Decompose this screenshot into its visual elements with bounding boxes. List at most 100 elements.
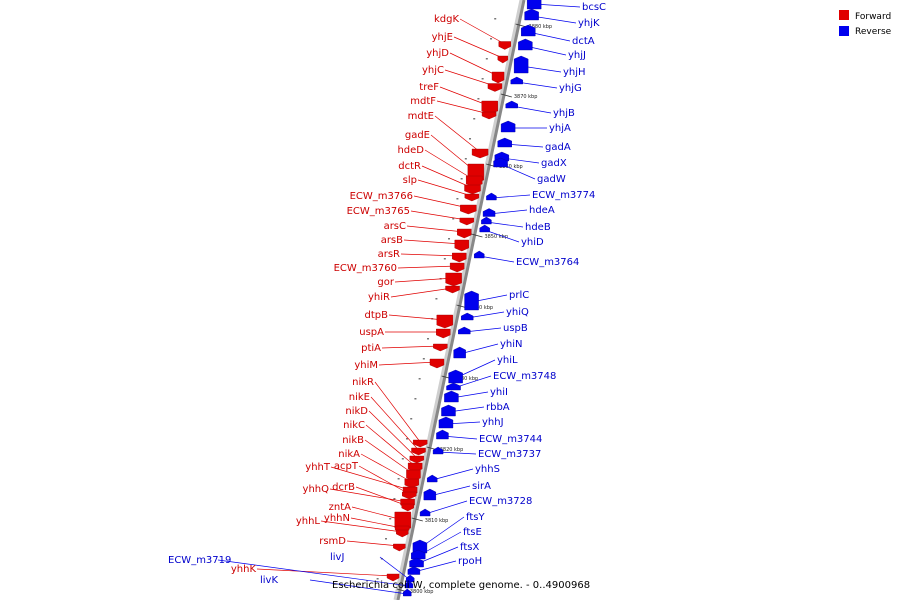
minor-feature-mark bbox=[410, 418, 413, 420]
gene-dctr-label: dctR bbox=[398, 161, 421, 172]
gene-sira-feature bbox=[423, 488, 437, 501]
gene-gada-label: gadA bbox=[545, 142, 571, 153]
gene-gor-leader bbox=[394, 277, 454, 283]
minor-feature-mark bbox=[435, 298, 438, 300]
gene-nika-leader bbox=[360, 453, 412, 483]
minor-feature-mark bbox=[406, 438, 409, 440]
gene-ecw-m3766-leader bbox=[413, 195, 469, 209]
gene-arsr-leader bbox=[400, 253, 460, 257]
gene-yhhn-leader bbox=[350, 517, 403, 529]
minor-feature-mark bbox=[473, 118, 476, 120]
gene-arsb-leader bbox=[403, 239, 462, 245]
tick-marks: 3880 kbp 3870 kbp 3860 kbp 3850 kbp 3840 kbp… bbox=[396, 23, 552, 595]
gene-ecw-m3760-leader bbox=[397, 265, 458, 269]
legend: Forward Reverse bbox=[839, 10, 892, 37]
gene-hdeb-leader bbox=[486, 221, 524, 228]
gene-hded-label: hdeD bbox=[397, 145, 424, 156]
gene-ecw-m3774-label: ECW_m3774 bbox=[532, 190, 595, 201]
gene-nikd-leader bbox=[368, 410, 418, 459]
gene-yhhs-leader bbox=[432, 468, 474, 481]
gene-yhht-label: yhhT bbox=[305, 462, 331, 473]
gene-ecw-m3765-label: ECW_m3765 bbox=[347, 206, 410, 217]
tick-label: 3850 kbp bbox=[484, 234, 508, 240]
gene-nikb-label: nikB bbox=[342, 435, 364, 446]
minor-feature-mark bbox=[401, 458, 404, 460]
gene-features bbox=[386, 0, 542, 597]
gene-yhje-feature bbox=[497, 55, 509, 64]
gene-yhjg-feature bbox=[510, 76, 523, 85]
gene-hdea-leader bbox=[489, 209, 528, 215]
minor-feature-mark bbox=[490, 38, 493, 40]
gene-ptia-feature bbox=[433, 343, 448, 352]
gene-yhjk-label: yhjK bbox=[578, 18, 600, 29]
gene-mdte-feature bbox=[471, 148, 489, 159]
gene-kdgk-leader bbox=[459, 18, 505, 45]
gene-yhjh-feature bbox=[513, 55, 529, 74]
minor-feature-mark bbox=[452, 218, 455, 220]
gene-arsb-feature bbox=[454, 239, 469, 252]
tick-label: 3810 kbp bbox=[425, 518, 449, 524]
gene-livk-label: livK bbox=[260, 575, 278, 586]
gene-ecw-m3748-label: ECW_m3748 bbox=[493, 371, 556, 382]
gene-yhhk-leader bbox=[256, 568, 394, 577]
gene-uspb-feature bbox=[458, 326, 471, 335]
gene-yhil-feature bbox=[448, 369, 463, 384]
gene-kdgk-feature bbox=[498, 41, 511, 50]
minor-feature-mark bbox=[456, 198, 459, 200]
gene-ecw-m3774-leader bbox=[491, 194, 531, 199]
gene-arsr-feature bbox=[452, 252, 467, 263]
gene-yhin-leader bbox=[459, 343, 499, 355]
minor-feature-mark bbox=[443, 258, 446, 260]
gene-yhjh-label: yhjH bbox=[563, 67, 586, 78]
gene-ecw-m3737-leader bbox=[438, 451, 477, 455]
gene-ecw-m3764-leader bbox=[479, 255, 515, 263]
gene-nike-leader bbox=[370, 396, 419, 451]
gene-yhin-label: yhiN bbox=[500, 339, 523, 350]
gene-yhhj-feature bbox=[438, 416, 454, 429]
gene-yhja-feature bbox=[500, 120, 516, 133]
gene-slp-leader bbox=[417, 179, 472, 197]
gene-ecw-m3748-feature bbox=[446, 382, 461, 391]
gene-yhjc-leader bbox=[444, 69, 496, 87]
gene-yhid-leader bbox=[484, 229, 520, 243]
minor-feature-mark bbox=[460, 178, 463, 180]
gene-arsc-leader bbox=[406, 225, 465, 233]
minor-feature-mark bbox=[481, 78, 484, 80]
gene-ecw-m3760-feature bbox=[449, 262, 465, 273]
gene-nike-feature bbox=[411, 447, 426, 456]
gene-yhjk-feature bbox=[524, 8, 539, 21]
minor-feature-mark bbox=[385, 538, 388, 540]
gene-yhjb-leader bbox=[511, 105, 552, 114]
minor-feature-mark bbox=[397, 478, 400, 480]
legend-forward-label: Forward bbox=[855, 12, 891, 22]
gene-ptia-leader bbox=[381, 345, 441, 349]
gene-nikd-feature bbox=[409, 455, 425, 464]
gene-ecw-m3719-leader bbox=[217, 559, 409, 587]
gene-mdte-leader bbox=[434, 115, 481, 153]
minor-feature-mark bbox=[393, 498, 396, 500]
gene-yhim-label: yhiM bbox=[354, 360, 378, 371]
gene-ecw-m3774-feature bbox=[486, 192, 497, 201]
gene-arsr-label: arsR bbox=[378, 249, 400, 260]
gene-ftse-label: ftsE bbox=[463, 527, 482, 538]
gene-yhjd-leader bbox=[449, 52, 499, 77]
gene-znta-leader bbox=[351, 506, 403, 521]
gene-yhim-leader bbox=[378, 361, 437, 366]
gene-yhhn-label: yhhN bbox=[324, 513, 350, 524]
gene-nika-label: nikA bbox=[338, 449, 360, 460]
legend-forward-swatch bbox=[839, 10, 849, 20]
gene-ecw-m3719-label: ECW_m3719 bbox=[168, 555, 231, 566]
gene-yhim-feature bbox=[429, 358, 445, 369]
gene-rpoh-leader bbox=[413, 560, 457, 573]
gene-tref-leader bbox=[439, 86, 490, 107]
gene-dtpb-feature bbox=[436, 314, 453, 329]
gene-yhhs-feature bbox=[427, 474, 438, 483]
gene-yhjj-feature bbox=[518, 38, 533, 51]
gene-rsmd-leader bbox=[346, 540, 400, 547]
tick-mark bbox=[471, 233, 483, 238]
gene-yhhl-label: yhhL bbox=[296, 516, 321, 527]
gene-ecw-m3760-label: ECW_m3760 bbox=[334, 263, 397, 274]
minor-feature-mark bbox=[464, 158, 467, 160]
gene-ecw-m3737-label: ECW_m3737 bbox=[478, 449, 541, 460]
gene-mdtf-leader bbox=[436, 100, 490, 115]
